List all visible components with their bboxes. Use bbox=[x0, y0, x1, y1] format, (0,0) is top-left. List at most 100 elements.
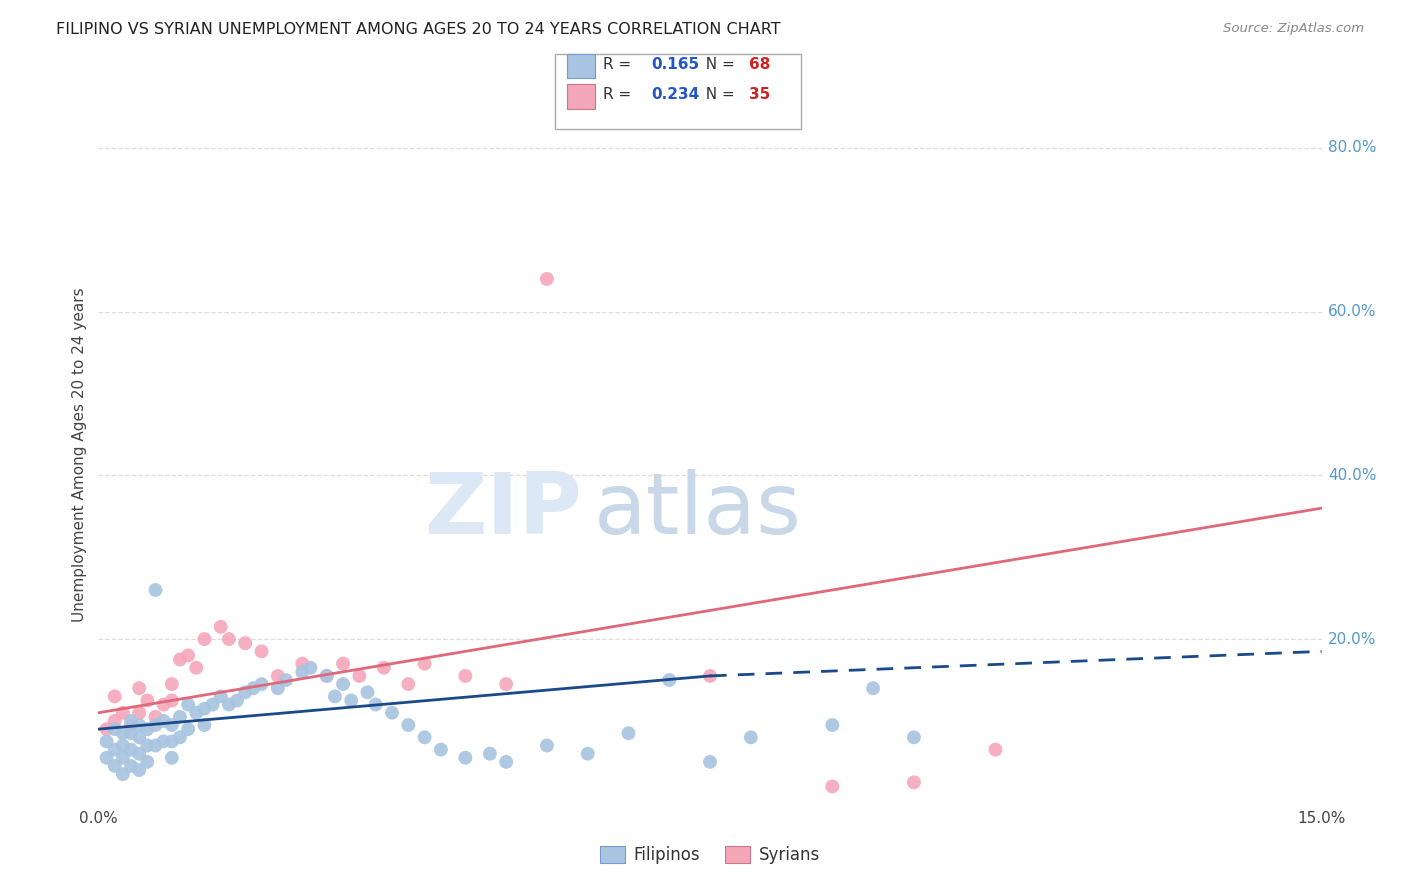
Point bbox=[160, 718, 183, 732]
Point bbox=[536, 272, 558, 286]
Point bbox=[111, 751, 134, 765]
Point bbox=[201, 698, 224, 712]
Point bbox=[128, 763, 150, 777]
Point bbox=[699, 669, 721, 683]
Point bbox=[193, 632, 215, 646]
Point bbox=[250, 644, 273, 658]
Point bbox=[120, 742, 142, 756]
Point bbox=[136, 693, 159, 707]
Point bbox=[96, 734, 118, 748]
Point bbox=[576, 747, 599, 761]
Point bbox=[96, 751, 118, 765]
Point bbox=[478, 747, 501, 761]
Text: Source: ZipAtlas.com: Source: ZipAtlas.com bbox=[1223, 22, 1364, 36]
Point bbox=[193, 718, 215, 732]
Point bbox=[145, 582, 167, 597]
Point bbox=[145, 718, 167, 732]
Point bbox=[226, 693, 249, 707]
Point bbox=[136, 755, 159, 769]
Point bbox=[160, 677, 183, 691]
Point bbox=[120, 718, 142, 732]
Point bbox=[120, 714, 142, 728]
Point bbox=[250, 677, 273, 691]
Text: R =: R = bbox=[603, 57, 637, 71]
Point bbox=[111, 767, 134, 781]
Point bbox=[291, 665, 314, 679]
Point bbox=[186, 661, 208, 675]
Point bbox=[152, 734, 174, 748]
Point bbox=[104, 759, 127, 773]
Point bbox=[315, 669, 337, 683]
Text: atlas: atlas bbox=[593, 469, 801, 552]
Y-axis label: Unemployment Among Ages 20 to 24 years: Unemployment Among Ages 20 to 24 years bbox=[72, 287, 87, 623]
Point bbox=[413, 657, 436, 671]
Point bbox=[160, 734, 183, 748]
Point bbox=[821, 718, 844, 732]
Point bbox=[209, 690, 232, 704]
Text: 40.0%: 40.0% bbox=[1327, 468, 1376, 483]
Point bbox=[218, 632, 240, 646]
Point bbox=[396, 718, 419, 732]
Point bbox=[120, 759, 142, 773]
Point bbox=[340, 693, 363, 707]
Point bbox=[186, 706, 208, 720]
Point bbox=[373, 661, 395, 675]
Point bbox=[233, 685, 256, 699]
Text: ZIP: ZIP bbox=[423, 469, 582, 552]
Point bbox=[413, 731, 436, 745]
Point bbox=[454, 751, 477, 765]
Point bbox=[193, 701, 215, 715]
Point bbox=[128, 706, 150, 720]
Point bbox=[495, 755, 517, 769]
Point bbox=[323, 690, 346, 704]
Text: 60.0%: 60.0% bbox=[1327, 304, 1376, 319]
Point bbox=[903, 731, 925, 745]
Point bbox=[152, 714, 174, 728]
Point bbox=[111, 739, 134, 753]
Text: N =: N = bbox=[696, 57, 740, 71]
Point bbox=[104, 714, 127, 728]
Text: 20.0%: 20.0% bbox=[1327, 632, 1376, 647]
Text: 35: 35 bbox=[749, 87, 770, 102]
Point bbox=[160, 751, 183, 765]
Point bbox=[136, 739, 159, 753]
Point bbox=[111, 726, 134, 740]
Point bbox=[332, 677, 354, 691]
Point bbox=[177, 698, 200, 712]
Point bbox=[160, 693, 183, 707]
Point bbox=[169, 652, 191, 666]
Point bbox=[128, 718, 150, 732]
Point bbox=[267, 669, 290, 683]
Point bbox=[984, 742, 1007, 756]
Point bbox=[332, 657, 354, 671]
Point bbox=[104, 722, 127, 736]
Point bbox=[495, 677, 517, 691]
Point bbox=[315, 669, 337, 683]
Point bbox=[299, 661, 322, 675]
Text: N =: N = bbox=[696, 87, 740, 102]
Point bbox=[617, 726, 640, 740]
Point bbox=[291, 657, 314, 671]
Point bbox=[136, 722, 159, 736]
Point bbox=[128, 747, 150, 761]
Point bbox=[349, 669, 371, 683]
Point bbox=[242, 681, 264, 696]
Point bbox=[104, 690, 127, 704]
Point bbox=[177, 648, 200, 663]
Text: 0.165: 0.165 bbox=[651, 57, 699, 71]
Point bbox=[169, 731, 191, 745]
Point bbox=[111, 706, 134, 720]
Point bbox=[274, 673, 297, 687]
Text: 68: 68 bbox=[749, 57, 770, 71]
Point bbox=[699, 755, 721, 769]
Point bbox=[821, 780, 844, 794]
Point bbox=[128, 681, 150, 696]
Point bbox=[96, 722, 118, 736]
Point bbox=[218, 698, 240, 712]
Point bbox=[169, 710, 191, 724]
Point bbox=[145, 739, 167, 753]
Text: 0.234: 0.234 bbox=[651, 87, 699, 102]
Point bbox=[658, 673, 681, 687]
Point bbox=[145, 710, 167, 724]
Point bbox=[128, 731, 150, 745]
